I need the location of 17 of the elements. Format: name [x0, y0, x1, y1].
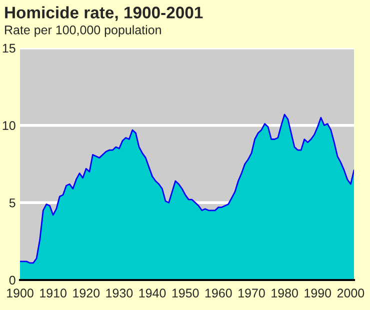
x-tick-label: 1980	[272, 288, 298, 298]
x-tick-label: 1990	[304, 288, 332, 298]
x-tick-label: 1920	[73, 288, 100, 298]
chart-title: Homicide rate, 1900-2001	[5, 6, 203, 21]
x-tick-label: 1940	[139, 288, 166, 298]
x-tick-label: 1960	[205, 288, 232, 298]
x-tick-label: 2000	[337, 288, 364, 298]
y-tick-label: 15	[2, 44, 16, 53]
x-tick-label: 1930	[106, 288, 133, 298]
x-tick-label: 1970	[238, 288, 265, 298]
chart-subtitle: Rate per 100,000 population	[5, 25, 161, 37]
x-tick-label: 1910	[40, 288, 66, 298]
y-tick-label: 10	[2, 121, 16, 130]
y-tick-label: 0	[9, 276, 16, 285]
y-tick-label: 5	[9, 198, 16, 208]
x-tick-label: 1900	[7, 288, 34, 298]
x-tick-label: 1950	[172, 288, 199, 298]
